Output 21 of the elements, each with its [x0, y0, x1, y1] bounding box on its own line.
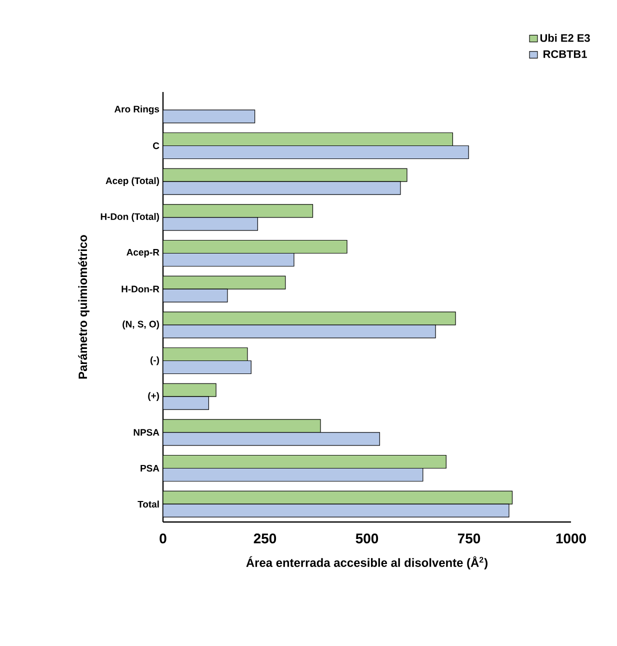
x-tick-label: 750 — [458, 534, 480, 544]
y-tick-label: NPSA — [134, 429, 160, 436]
y-tick-label: (+) — [148, 392, 160, 401]
x-axis-title: Área enterrada accesible al disolvente (Å$^{2}$) — [246, 556, 488, 570]
y-axis-title: Parámetro quimiométrico — [78, 235, 90, 379]
y-tick-label: Acep (Total) — [106, 177, 160, 186]
x-tick-label: 1000 — [556, 534, 586, 544]
y-tick-label: (-) — [150, 356, 160, 366]
y-tick-label: (N, S, O) — [122, 320, 160, 330]
x-tick-label: 0 — [160, 534, 166, 544]
y-tick-label: Total — [138, 500, 159, 508]
y-tick-label: Aro Rings — [114, 105, 160, 114]
y-tick-label: H-Don-R — [122, 286, 160, 292]
y-tick-label: PSA — [140, 464, 160, 472]
y-tick-label: H-Don (Total) — [100, 213, 160, 222]
y-tick-label: Acep-R — [126, 249, 160, 258]
x-tick-label: 250 — [254, 534, 276, 544]
x-tick-label: 500 — [356, 534, 378, 544]
y-tick-label: C — [153, 142, 160, 150]
legend-label: RCBTB1 — [544, 50, 587, 58]
legend-label: Ubi E2 E3 — [540, 34, 590, 42]
